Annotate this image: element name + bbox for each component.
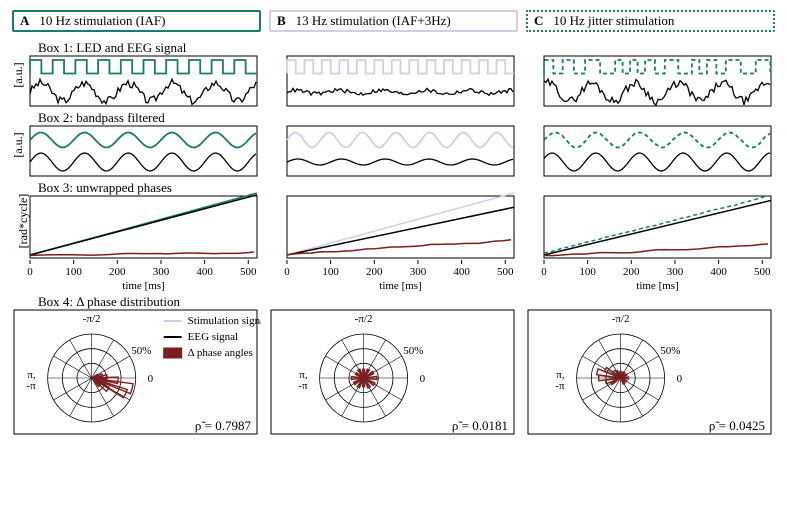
svg-text:0: 0 bbox=[27, 266, 33, 278]
xaxis-chart-c: 0 100 200 300 400 500 time [ms] bbox=[526, 260, 775, 292]
svg-text:50%: 50% bbox=[660, 345, 680, 357]
xaxis-row: 0 100 200 300 400 500 time [ms] 0 100 200 300 400 5… bbox=[12, 260, 775, 292]
svg-text:time [ms]: time [ms] bbox=[122, 280, 164, 292]
svg-text:400: 400 bbox=[710, 266, 727, 278]
svg-text:50%: 50% bbox=[131, 345, 151, 357]
svg-text:ρ̃ = 0.0181: ρ̃ = 0.0181 bbox=[452, 418, 508, 433]
svg-text:0: 0 bbox=[284, 266, 290, 278]
svg-text:100: 100 bbox=[65, 266, 82, 278]
svg-text:500: 500 bbox=[754, 266, 771, 278]
box4-chart-c: 0-π/2π,-ππ/250%ρ̃ = 0.0425 bbox=[526, 296, 775, 436]
header-col-c: C 10 Hz jitter stimulation bbox=[526, 10, 775, 32]
svg-text:EEG signal: EEG signal bbox=[188, 331, 238, 343]
box4-label: Box 4: Δ phase distribution bbox=[38, 294, 775, 310]
xaxis-c: 0 100 200 300 400 500 time [ms] bbox=[526, 260, 775, 292]
box4-panel-b: 0-π/2π,-ππ/250%ρ̃ = 0.0181 bbox=[269, 296, 518, 436]
ylabel-box3: [rad*cycle] bbox=[16, 194, 31, 249]
svg-text:0: 0 bbox=[541, 266, 547, 278]
figure-root: A 10 Hz stimulation (IAF) B 13 Hz stimul… bbox=[12, 10, 775, 517]
svg-text:-π/2: -π/2 bbox=[355, 313, 373, 325]
svg-text:0: 0 bbox=[420, 373, 426, 385]
svg-text:-π/2: -π/2 bbox=[83, 313, 101, 325]
xaxis-chart-b: 0 100 200 300 400 500 time [ms] bbox=[269, 260, 518, 292]
svg-text:ρ̃ = 0.0425: ρ̃ = 0.0425 bbox=[709, 418, 765, 433]
svg-text:-π/2: -π/2 bbox=[612, 313, 630, 325]
header-tag: A bbox=[20, 13, 29, 29]
svg-text:200: 200 bbox=[366, 266, 383, 278]
header-title: 10 Hz jitter stimulation bbox=[553, 13, 674, 29]
box3-label: Box 3: unwrapped phases bbox=[38, 180, 775, 196]
svg-text:Δ phase angles: Δ phase angles bbox=[188, 347, 253, 359]
svg-text:400: 400 bbox=[453, 266, 470, 278]
svg-text:50%: 50% bbox=[403, 345, 423, 357]
svg-text:300: 300 bbox=[667, 266, 684, 278]
column-headers: A 10 Hz stimulation (IAF) B 13 Hz stimul… bbox=[12, 10, 775, 32]
xaxis-b: 0 100 200 300 400 500 time [ms] bbox=[269, 260, 518, 292]
svg-text:time [ms]: time [ms] bbox=[379, 280, 421, 292]
svg-text:Stimulation signal: Stimulation signal bbox=[188, 315, 261, 327]
header-tag: B bbox=[277, 13, 286, 29]
svg-text:300: 300 bbox=[153, 266, 170, 278]
box4-row: 0-π/2π,-ππ/250%ρ̃ = 0.7987Stimulation si… bbox=[12, 296, 775, 436]
header-col-b: B 13 Hz stimulation (IAF+3Hz) bbox=[269, 10, 518, 32]
svg-text:200: 200 bbox=[623, 266, 640, 278]
svg-text:0: 0 bbox=[677, 373, 683, 385]
box4-chart-b: 0-π/2π,-ππ/250%ρ̃ = 0.0181 bbox=[269, 296, 518, 436]
ylabel-box1: [a.u.] bbox=[11, 62, 26, 87]
svg-text:time [ms]: time [ms] bbox=[636, 280, 678, 292]
svg-text:400: 400 bbox=[196, 266, 213, 278]
svg-text:-π: -π bbox=[298, 380, 308, 392]
svg-text:ρ̃ = 0.7987: ρ̃ = 0.7987 bbox=[195, 418, 252, 433]
box4-panel-c: 0-π/2π,-ππ/250%ρ̃ = 0.0425 bbox=[526, 296, 775, 436]
header-title: 10 Hz stimulation (IAF) bbox=[39, 13, 165, 29]
header-tag: C bbox=[534, 13, 543, 29]
svg-text:500: 500 bbox=[240, 266, 257, 278]
svg-text:π/2: π/2 bbox=[357, 435, 371, 436]
ylabel-box2: [a.u.] bbox=[11, 132, 26, 157]
header-col-a: A 10 Hz stimulation (IAF) bbox=[12, 10, 261, 32]
svg-text:100: 100 bbox=[579, 266, 596, 278]
svg-text:-π: -π bbox=[26, 380, 36, 392]
header-title: 13 Hz stimulation (IAF+3Hz) bbox=[296, 13, 451, 29]
box4-chart-a: 0-π/2π,-ππ/250%ρ̃ = 0.7987Stimulation si… bbox=[12, 296, 261, 436]
svg-text:-π: -π bbox=[555, 380, 565, 392]
xaxis-a: 0 100 200 300 400 500 time [ms] bbox=[12, 260, 261, 292]
svg-text:200: 200 bbox=[109, 266, 126, 278]
svg-text:π/2: π/2 bbox=[614, 435, 628, 436]
svg-text:100: 100 bbox=[322, 266, 339, 278]
box1-label: Box 1: LED and EEG signal bbox=[38, 40, 775, 56]
box4-panel-a: 0-π/2π,-ππ/250%ρ̃ = 0.7987Stimulation si… bbox=[12, 296, 261, 436]
xaxis-chart-a: 0 100 200 300 400 500 time [ms] bbox=[12, 260, 261, 292]
svg-text:π/2: π/2 bbox=[85, 435, 99, 436]
svg-text:500: 500 bbox=[497, 266, 514, 278]
box2-label: Box 2: bandpass filtered bbox=[38, 110, 775, 126]
svg-text:300: 300 bbox=[410, 266, 427, 278]
svg-text:0: 0 bbox=[148, 373, 154, 385]
